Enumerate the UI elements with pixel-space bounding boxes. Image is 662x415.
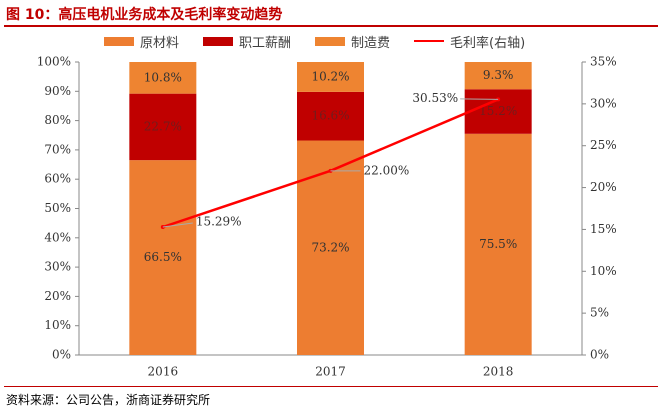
bar-labor [297, 91, 364, 141]
bar-manufacturing [297, 62, 364, 92]
x-category-label: 2016 [148, 365, 179, 379]
left-tick-label: 70% [44, 142, 71, 156]
right-tick-label: 0% [590, 348, 609, 362]
left-tick-label: 60% [44, 172, 71, 186]
left-tick-label: 80% [44, 113, 71, 127]
bar-data-label: 10.2% [311, 69, 349, 83]
left-tick-label: 90% [44, 84, 71, 98]
bar-raw-material [129, 160, 197, 355]
left-tick-label: 0% [52, 348, 71, 362]
x-category-label: 2017 [315, 365, 346, 379]
margin-point-label: 22.00% [364, 163, 410, 177]
source-rule [4, 386, 658, 387]
margin-point-label: 30.53% [412, 91, 458, 105]
right-tick-label: 15% [590, 222, 617, 236]
right-tick-label: 5% [590, 306, 609, 320]
title-rule [4, 25, 658, 27]
bar-manufacturing [129, 62, 197, 94]
bar-raw-material [464, 133, 532, 355]
bar-labor [464, 89, 532, 134]
right-tick-label: 30% [590, 96, 617, 110]
legend-label-raw-material: 原材料 [140, 35, 180, 51]
bar-raw-material [297, 140, 364, 355]
legend-label-margin: 毛利率(右轴) [450, 35, 526, 51]
legend-swatch-raw-material [104, 36, 134, 46]
legend-swatch-manufacturing [315, 36, 346, 46]
right-tick-label: 10% [590, 264, 617, 278]
bar-data-label: 16.6% [311, 109, 349, 123]
x-category-label: 2018 [483, 365, 514, 379]
legend-swatch-labor [203, 36, 234, 46]
left-tick-label: 40% [44, 230, 71, 244]
bar-data-label: 9.3% [483, 68, 514, 82]
left-tick-label: 20% [44, 289, 71, 303]
legend-item-margin: 毛利率(右轴) [414, 32, 525, 51]
source-note: 资料来源：公司公告，浙商证券研究所 [6, 393, 211, 407]
right-tick-label: 35% [590, 55, 617, 69]
chart-legend: 原材料 职工薪酬 制造费 毛利率(右轴) [104, 32, 549, 51]
legend-item-manufacturing: 制造费 [315, 32, 390, 51]
legend-label-labor: 职工薪酬 [239, 35, 292, 51]
left-tick-label: 100% [37, 55, 71, 69]
left-tick-label: 30% [44, 260, 71, 274]
bar-data-label: 75.5% [479, 237, 517, 251]
left-tick-label: 10% [44, 318, 71, 332]
bar-data-label: 73.2% [311, 240, 349, 254]
left-tick-label: 50% [44, 201, 71, 215]
bar-data-label: 15.2% [479, 104, 517, 118]
legend-label-manufacturing: 制造费 [351, 35, 391, 51]
margin-point-label: 15.29% [196, 215, 242, 229]
legend-line-margin [414, 40, 445, 42]
right-tick-label: 25% [590, 138, 617, 152]
legend-item-labor: 职工薪酬 [203, 32, 291, 51]
bar-data-label: 10.8% [144, 70, 182, 84]
margin-leader-line [460, 98, 499, 100]
figure-title: 图 10：高压电机业务成本及毛利率变动趋势 [6, 7, 283, 23]
bar-data-label: 66.5% [144, 250, 182, 264]
bar-data-label: 22.7% [144, 119, 182, 133]
bar-manufacturing [464, 62, 532, 90]
right-tick-label: 20% [590, 180, 617, 194]
margin-leader-line [162, 222, 193, 228]
legend-item-raw-material: 原材料 [104, 32, 179, 51]
bar-labor [129, 93, 197, 161]
